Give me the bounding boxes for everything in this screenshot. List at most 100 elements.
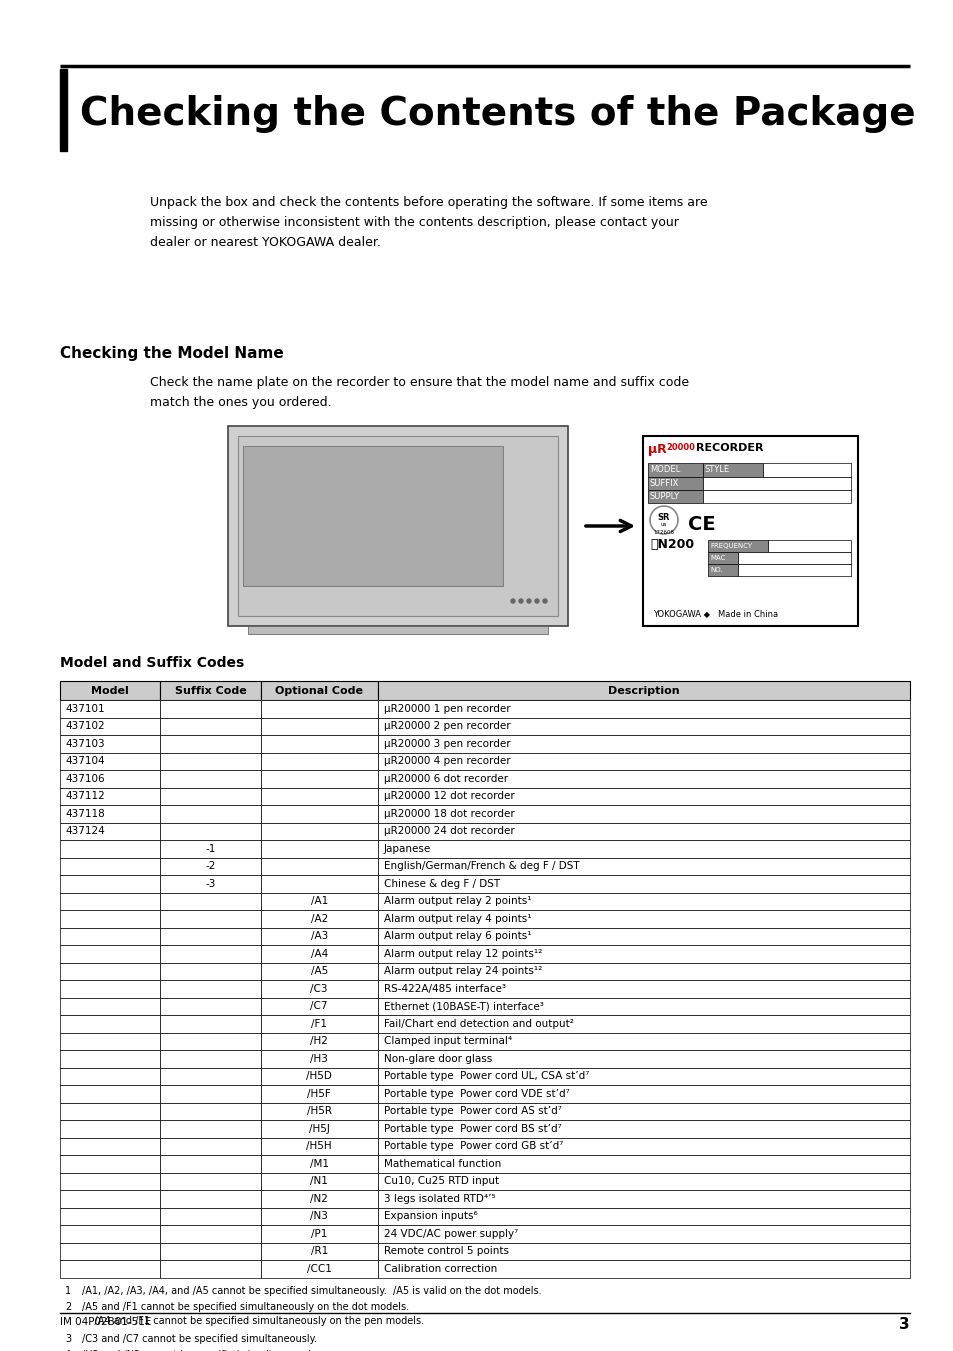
- Bar: [60, 823, 160, 840]
- Circle shape: [518, 598, 522, 603]
- Bar: [160, 1120, 260, 1138]
- Text: 3: 3: [899, 1317, 909, 1332]
- Bar: [60, 717, 160, 735]
- Text: Expansion inputs⁶: Expansion inputs⁶: [383, 1212, 477, 1221]
- Text: μR20000 18 dot recorder: μR20000 18 dot recorder: [383, 809, 514, 819]
- Bar: [707, 563, 738, 576]
- Bar: [707, 540, 767, 553]
- Text: 2: 2: [65, 1302, 71, 1313]
- Bar: [707, 553, 738, 563]
- Text: /H5H: /H5H: [306, 1142, 332, 1151]
- Bar: [60, 858, 160, 875]
- Bar: [260, 753, 377, 770]
- Text: SUFFIX: SUFFIX: [649, 480, 679, 488]
- Bar: [377, 1243, 909, 1260]
- Text: Checking the Contents of the Package: Checking the Contents of the Package: [80, 95, 915, 132]
- Bar: [702, 490, 850, 503]
- Bar: [260, 911, 377, 928]
- Text: Remote control 5 points: Remote control 5 points: [383, 1246, 508, 1256]
- Bar: [160, 1260, 260, 1278]
- Bar: [377, 997, 909, 1015]
- Bar: [260, 997, 377, 1015]
- Text: 3: 3: [65, 1333, 71, 1343]
- Bar: [702, 477, 850, 490]
- Bar: [377, 1032, 909, 1050]
- Bar: [260, 1260, 377, 1278]
- Bar: [260, 717, 377, 735]
- Text: /H5D: /H5D: [306, 1071, 332, 1081]
- Bar: [377, 1120, 909, 1138]
- Bar: [647, 490, 702, 503]
- Bar: [160, 1208, 260, 1225]
- Bar: [377, 805, 909, 823]
- Bar: [377, 717, 909, 735]
- Bar: [377, 1015, 909, 1032]
- Bar: [60, 944, 160, 962]
- Bar: [60, 840, 160, 858]
- Bar: [160, 1225, 260, 1243]
- Text: -1: -1: [205, 844, 215, 854]
- Text: English/German/French & deg F / DST: English/German/French & deg F / DST: [383, 861, 578, 871]
- Text: /N1: /N1: [310, 1177, 328, 1186]
- Text: CE: CE: [687, 516, 715, 535]
- Text: Cu10, Cu25 RTD input: Cu10, Cu25 RTD input: [383, 1177, 498, 1186]
- Text: Alarm output relay 4 points¹: Alarm output relay 4 points¹: [383, 913, 531, 924]
- Bar: [260, 700, 377, 717]
- Bar: [377, 700, 909, 717]
- Bar: [60, 770, 160, 788]
- Text: Mathematical function: Mathematical function: [383, 1159, 500, 1169]
- Bar: [237, 436, 558, 616]
- Text: μR20000 6 dot recorder: μR20000 6 dot recorder: [383, 774, 508, 784]
- Bar: [160, 893, 260, 911]
- Bar: [160, 1155, 260, 1173]
- Bar: [160, 717, 260, 735]
- Text: us: us: [660, 521, 666, 527]
- Text: Model: Model: [91, 685, 129, 696]
- Bar: [60, 1067, 160, 1085]
- Bar: [60, 1260, 160, 1278]
- Text: Model and Suffix Codes: Model and Suffix Codes: [60, 657, 244, 670]
- Bar: [377, 962, 909, 979]
- Bar: [160, 1015, 260, 1032]
- Text: 172608: 172608: [653, 530, 674, 535]
- Bar: [377, 875, 909, 893]
- Bar: [260, 928, 377, 944]
- Bar: [60, 1155, 160, 1173]
- Bar: [767, 540, 850, 553]
- Bar: [260, 1208, 377, 1225]
- Bar: [377, 1155, 909, 1173]
- Bar: [377, 823, 909, 840]
- Bar: [377, 858, 909, 875]
- Bar: [377, 788, 909, 805]
- Bar: [160, 962, 260, 979]
- Bar: [60, 1085, 160, 1102]
- Text: Alarm output relay 24 points¹²: Alarm output relay 24 points¹²: [383, 966, 541, 977]
- Bar: [160, 1067, 260, 1085]
- Text: SR: SR: [657, 512, 670, 521]
- Text: Non-glare door glass: Non-glare door glass: [383, 1054, 492, 1063]
- Bar: [260, 1102, 377, 1120]
- Bar: [60, 875, 160, 893]
- Text: μR20000 2 pen recorder: μR20000 2 pen recorder: [383, 721, 510, 731]
- Text: 3 legs isolated RTD⁴’⁵: 3 legs isolated RTD⁴’⁵: [383, 1194, 495, 1204]
- Text: Portable type  Power cord AS st’d⁷: Portable type Power cord AS st’d⁷: [383, 1106, 561, 1116]
- Bar: [160, 735, 260, 753]
- Text: MAC: MAC: [709, 555, 724, 561]
- Bar: [160, 805, 260, 823]
- Circle shape: [542, 598, 546, 603]
- Text: /A5 and /F1 cannot be specified simultaneously on the dot models.
    /A4 and /F: /A5 and /F1 cannot be specified simultan…: [82, 1302, 424, 1325]
- Bar: [377, 1225, 909, 1243]
- Bar: [260, 840, 377, 858]
- Text: YOKOGAWA ◆   Made in China: YOKOGAWA ◆ Made in China: [652, 609, 778, 617]
- Bar: [60, 911, 160, 928]
- Bar: [248, 626, 547, 634]
- Bar: [260, 1190, 377, 1208]
- Text: Portable type  Power cord UL, CSA st’d⁷: Portable type Power cord UL, CSA st’d⁷: [383, 1071, 589, 1081]
- Text: /H5J: /H5J: [309, 1124, 330, 1133]
- Bar: [260, 962, 377, 979]
- Bar: [160, 1085, 260, 1102]
- Text: Chinese & deg F / DST: Chinese & deg F / DST: [383, 878, 499, 889]
- Bar: [60, 1015, 160, 1032]
- Text: /CC1: /CC1: [307, 1263, 332, 1274]
- Text: /N2: /N2: [310, 1194, 328, 1204]
